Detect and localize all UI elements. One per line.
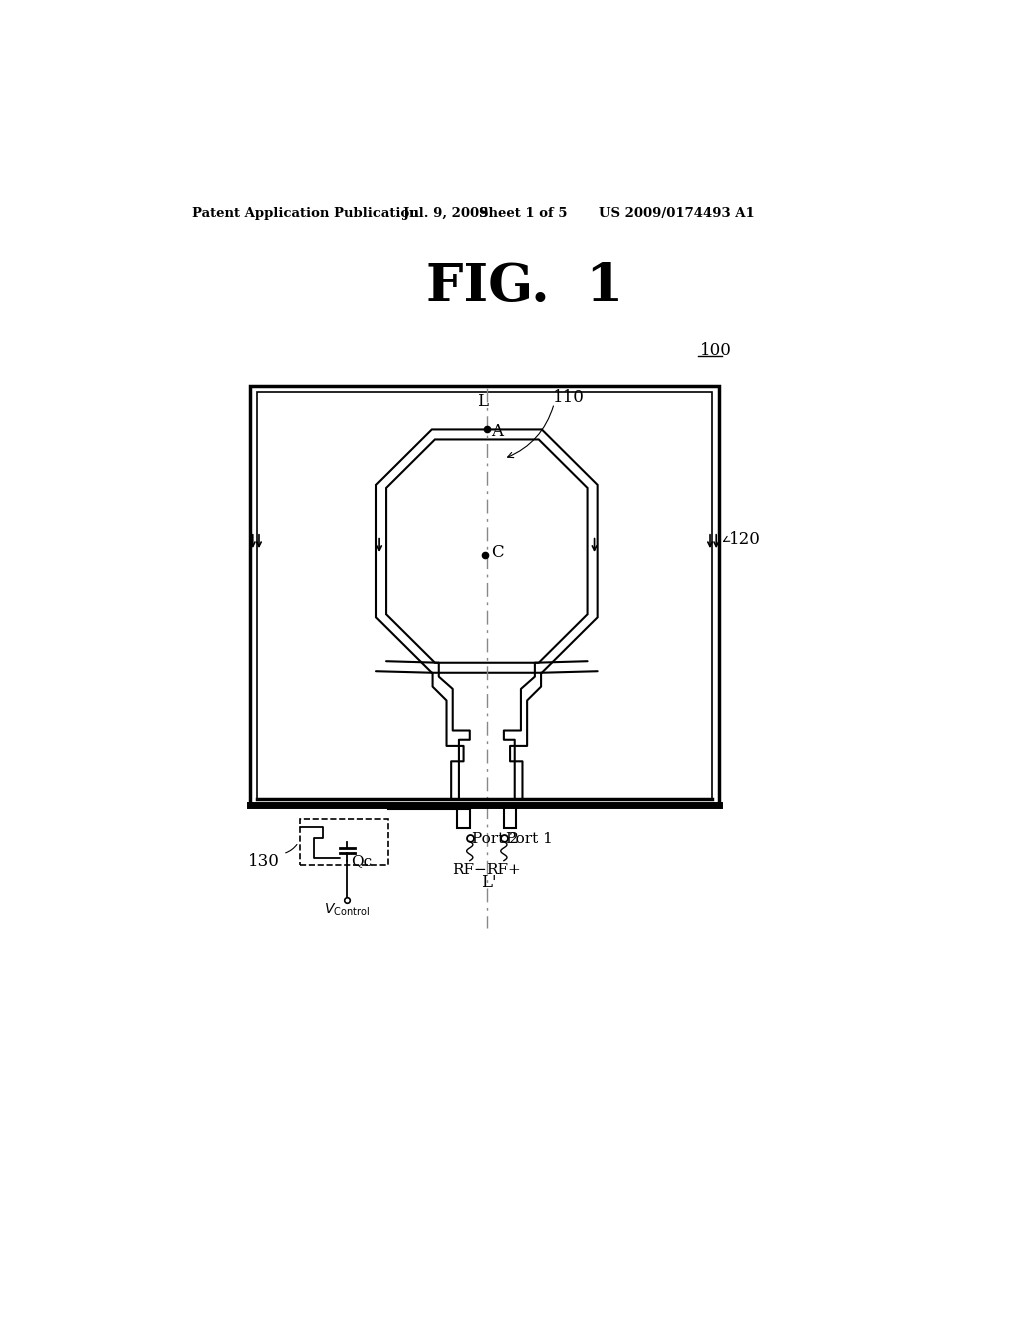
Text: $V_{\rm Control}$: $V_{\rm Control}$ — [325, 902, 371, 919]
Bar — [300, 818, 388, 866]
Bar — [458, 805, 470, 829]
Text: L: L — [477, 393, 488, 411]
Bar — [504, 805, 516, 829]
Text: Sheet 1 of 5: Sheet 1 of 5 — [479, 207, 567, 220]
Text: FIG.  1: FIG. 1 — [426, 261, 624, 313]
Text: L': L' — [480, 874, 496, 891]
Text: 130: 130 — [248, 853, 280, 870]
Text: US 2009/0174493 A1: US 2009/0174493 A1 — [599, 207, 755, 220]
Text: Port 1: Port 1 — [506, 832, 553, 846]
Text: 110: 110 — [553, 388, 585, 405]
Text: Patent Application Publication: Patent Application Publication — [193, 207, 419, 220]
Text: 120: 120 — [729, 531, 761, 548]
Text: Qᴄ: Qᴄ — [351, 854, 373, 869]
Text: RF−: RF− — [453, 863, 487, 876]
Text: RF+: RF+ — [486, 863, 521, 876]
Text: Port 2: Port 2 — [472, 832, 519, 846]
Text: Jul. 9, 2009: Jul. 9, 2009 — [403, 207, 488, 220]
Text: 100: 100 — [700, 342, 732, 359]
Bar — [251, 385, 719, 805]
Text: C: C — [490, 544, 504, 561]
Text: A: A — [490, 422, 503, 440]
Bar — [257, 392, 713, 799]
